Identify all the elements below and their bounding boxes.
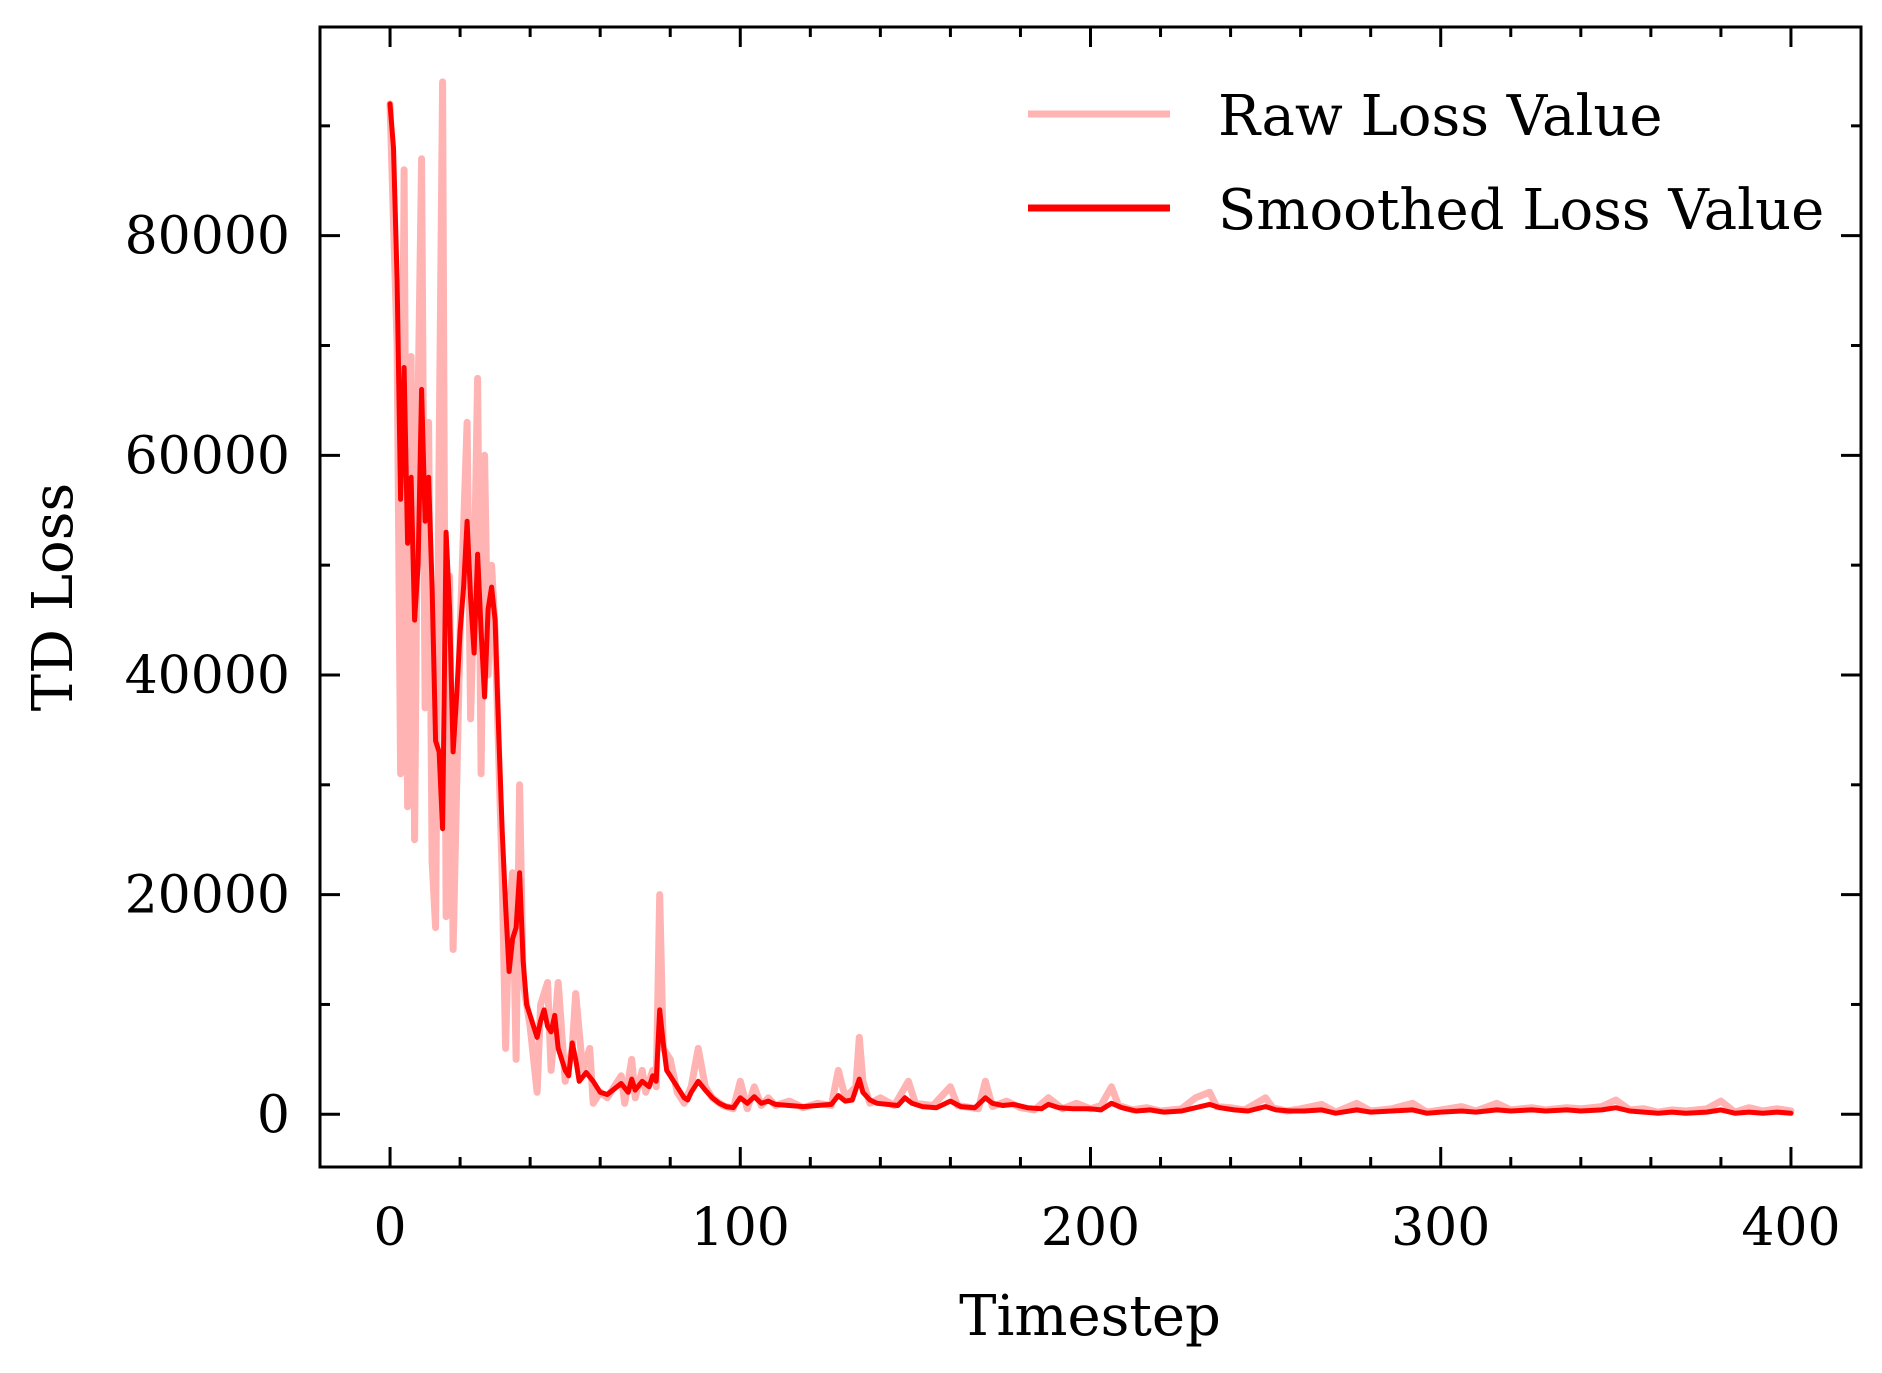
legend-label-smoothed: Smoothed Loss Value (1218, 178, 1824, 243)
y-tick-label: 20000 (125, 866, 290, 926)
legend: Raw Loss Value Smoothed Loss Value (1028, 84, 1824, 243)
series-line-smoothed-loss (387, 101, 1794, 1116)
y-tick-label: 0 (257, 1085, 290, 1145)
series-layer (386, 78, 1795, 1116)
x-tick-label: 0 (373, 1198, 406, 1258)
plot-frame (318, 25, 1863, 1169)
y-tick-label: 60000 (125, 426, 290, 486)
y-tick-label: 80000 (125, 207, 290, 267)
y-axis-label: TD Loss (21, 483, 86, 711)
legend-label-raw: Raw Loss Value (1218, 84, 1663, 149)
x-tick-label: 400 (1741, 1198, 1840, 1258)
x-tick-label: 100 (691, 1198, 790, 1258)
x-tick-label: 200 (1041, 1198, 1140, 1258)
x-tick-label: 300 (1391, 1198, 1490, 1258)
y-tick-label: 40000 (125, 646, 290, 706)
plot-area (320, 27, 1861, 1167)
x-axis-label: Timestep (959, 1284, 1221, 1349)
tick-labels: 0 100 200 300 400 0 20000 40000 60000 80000 (125, 207, 1841, 1258)
